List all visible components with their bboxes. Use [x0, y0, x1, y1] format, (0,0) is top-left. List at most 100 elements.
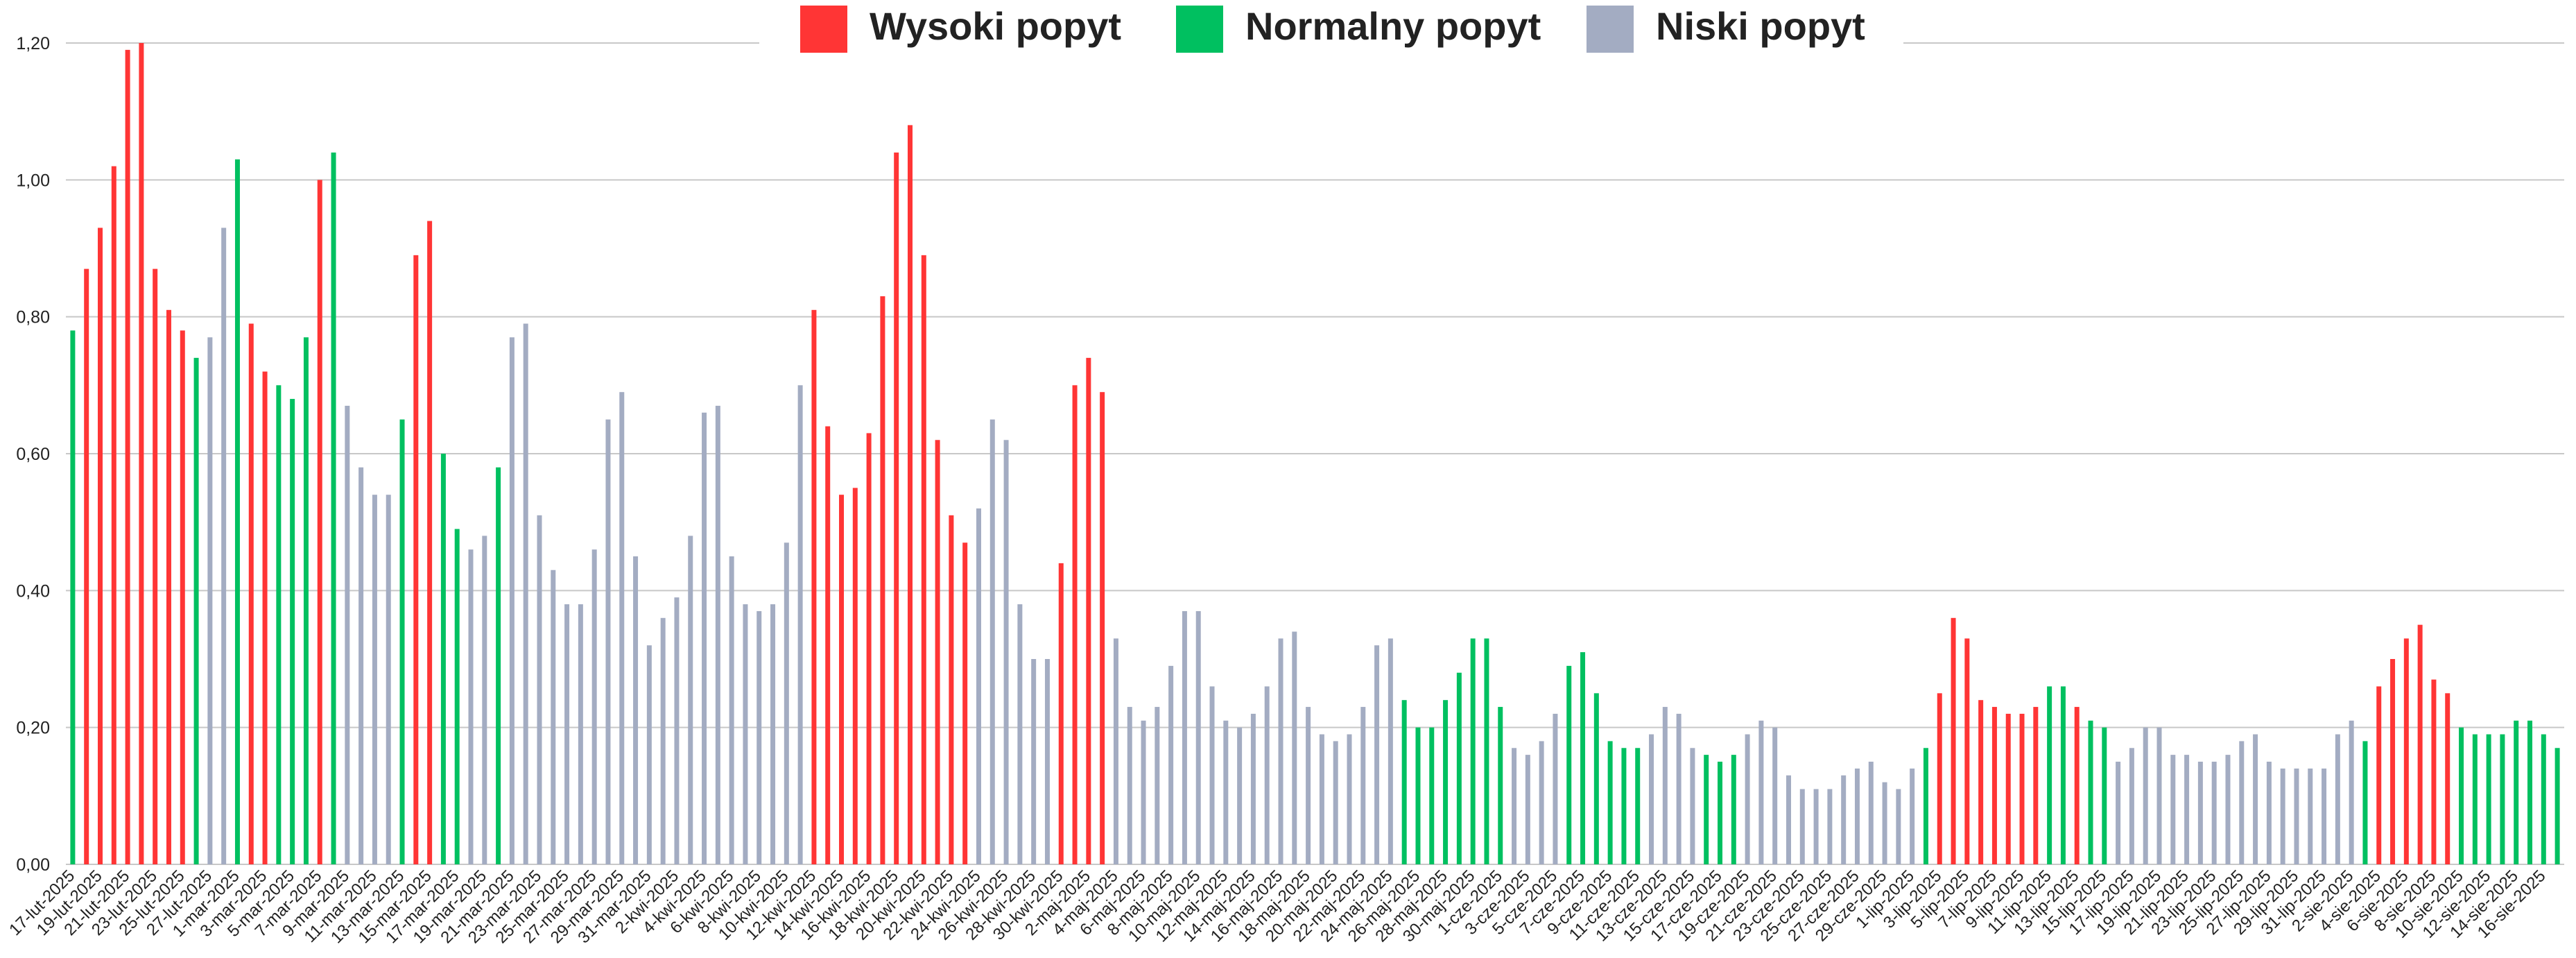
bar	[1401, 700, 1407, 864]
bar	[1868, 762, 1874, 864]
bar	[2403, 638, 2409, 864]
bar	[2390, 659, 2396, 864]
bar	[1525, 755, 1530, 864]
legend-background	[759, 0, 1903, 61]
bar	[2500, 734, 2505, 864]
bar	[2527, 720, 2533, 864]
bar	[2280, 768, 2285, 864]
y-tick-label: 0,80	[16, 308, 50, 327]
bar	[646, 645, 652, 864]
bar	[2033, 707, 2039, 864]
bar	[715, 405, 720, 864]
bar	[234, 159, 240, 864]
bar	[688, 536, 693, 864]
bar	[2102, 727, 2107, 864]
bar	[2156, 727, 2162, 864]
bar	[894, 152, 899, 864]
bar	[2019, 713, 2025, 864]
bar	[2417, 624, 2423, 864]
bar	[551, 570, 556, 864]
bar	[2445, 693, 2450, 864]
y-tick-label: 1,20	[16, 34, 50, 53]
bar	[811, 309, 817, 864]
bar	[564, 604, 570, 864]
bar	[2060, 686, 2066, 864]
bar	[605, 419, 611, 864]
legend-label: Normalny popyt	[1245, 4, 1541, 48]
bar	[1182, 610, 1187, 864]
bar	[1058, 563, 1064, 864]
bar	[2349, 720, 2354, 864]
bar	[1470, 638, 1476, 864]
bar	[633, 556, 639, 864]
bar	[1799, 789, 1805, 864]
bar	[2047, 686, 2052, 864]
bar	[166, 309, 171, 864]
legend-swatch	[1176, 6, 1223, 53]
bar	[496, 467, 501, 864]
bar	[880, 296, 885, 865]
bar	[482, 536, 487, 864]
bar	[935, 440, 940, 864]
y-tick-label: 0,60	[16, 445, 50, 464]
bar	[1964, 638, 1970, 864]
bar	[2308, 768, 2313, 864]
bar	[1443, 700, 1449, 864]
bar	[2170, 755, 2176, 864]
bar	[1512, 748, 1517, 864]
bar	[1813, 789, 1819, 864]
bar	[2514, 720, 2519, 864]
bar	[1333, 741, 1338, 864]
bar	[2459, 727, 2464, 864]
bar	[1649, 734, 1654, 864]
bar	[2184, 755, 2190, 864]
bar	[2129, 748, 2134, 864]
bar	[413, 255, 419, 864]
bar	[1223, 720, 1229, 864]
bar	[1292, 631, 1297, 864]
bar	[221, 228, 227, 864]
bar	[1978, 700, 1984, 864]
bar	[1374, 645, 1380, 864]
bar	[1910, 768, 1915, 864]
bar	[2322, 768, 2327, 864]
bar	[1937, 693, 1942, 864]
bar	[1882, 782, 1887, 864]
bar	[153, 268, 158, 865]
bar	[1127, 707, 1132, 864]
bar	[1429, 727, 1435, 864]
legend-label: Niski popyt	[1656, 4, 1865, 48]
bar	[1718, 762, 1723, 864]
bar	[1017, 604, 1023, 864]
bar	[97, 228, 103, 864]
bar	[1264, 686, 1270, 864]
legend-swatch	[1587, 6, 1634, 53]
bar	[1155, 707, 1160, 864]
bar	[317, 180, 322, 864]
bar	[290, 399, 295, 864]
bar	[1758, 720, 1764, 864]
bar	[111, 166, 116, 865]
bar	[2486, 734, 2491, 864]
bar	[454, 529, 460, 864]
bar	[907, 125, 913, 864]
bar	[2116, 762, 2121, 864]
bar	[331, 152, 336, 864]
bar	[1593, 693, 1599, 864]
bar	[770, 604, 776, 864]
bar	[1662, 707, 1668, 864]
bar	[1484, 638, 1489, 864]
bar	[468, 549, 474, 864]
bar	[2555, 748, 2560, 864]
bar	[2143, 727, 2148, 864]
bar	[1319, 734, 1324, 864]
bar	[1100, 392, 1105, 864]
bar	[989, 419, 995, 864]
bar	[1676, 713, 1682, 864]
bar	[1306, 707, 1311, 864]
bar	[358, 467, 364, 864]
bar	[1456, 672, 1462, 864]
bar	[509, 337, 515, 864]
bar	[1237, 727, 1243, 864]
